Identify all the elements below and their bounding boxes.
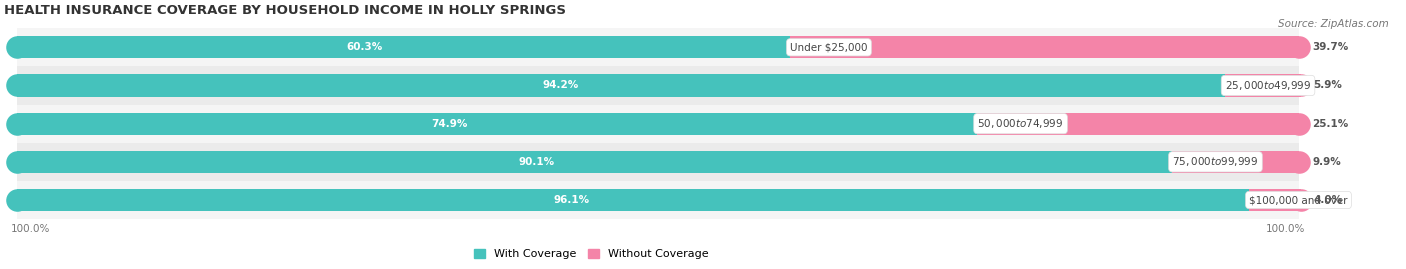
- Text: 100.0%: 100.0%: [11, 224, 51, 234]
- Text: $25,000 to $49,999: $25,000 to $49,999: [1225, 79, 1312, 92]
- Bar: [17, 189, 1250, 211]
- Bar: [17, 143, 1299, 181]
- Bar: [17, 75, 1225, 97]
- Bar: [1173, 151, 1299, 173]
- Text: $50,000 to $74,999: $50,000 to $74,999: [977, 117, 1064, 130]
- Bar: [790, 36, 1299, 58]
- Bar: [1250, 189, 1301, 211]
- Bar: [17, 36, 790, 58]
- Text: 94.2%: 94.2%: [543, 80, 579, 90]
- Text: Source: ZipAtlas.com: Source: ZipAtlas.com: [1278, 19, 1389, 29]
- Text: 90.1%: 90.1%: [519, 157, 555, 167]
- Bar: [17, 181, 1299, 219]
- Bar: [17, 105, 1299, 143]
- Text: $100,000 and over: $100,000 and over: [1250, 195, 1348, 205]
- Bar: [1225, 75, 1301, 97]
- Text: 5.9%: 5.9%: [1313, 80, 1343, 90]
- Bar: [17, 66, 1299, 105]
- Text: 96.1%: 96.1%: [554, 195, 589, 205]
- Text: 100.0%: 100.0%: [1267, 224, 1306, 234]
- Text: 60.3%: 60.3%: [347, 42, 382, 52]
- Bar: [977, 113, 1299, 135]
- Text: 4.0%: 4.0%: [1313, 195, 1343, 205]
- Bar: [17, 28, 1299, 66]
- Legend: With Coverage, Without Coverage: With Coverage, Without Coverage: [470, 245, 713, 264]
- Text: 74.9%: 74.9%: [432, 119, 467, 129]
- Bar: [17, 113, 977, 135]
- Text: 9.9%: 9.9%: [1312, 157, 1341, 167]
- Text: $75,000 to $99,999: $75,000 to $99,999: [1173, 155, 1258, 168]
- Text: HEALTH INSURANCE COVERAGE BY HOUSEHOLD INCOME IN HOLLY SPRINGS: HEALTH INSURANCE COVERAGE BY HOUSEHOLD I…: [4, 4, 567, 17]
- Bar: [17, 151, 1173, 173]
- Text: 39.7%: 39.7%: [1312, 42, 1348, 52]
- Text: 25.1%: 25.1%: [1312, 119, 1348, 129]
- Text: Under $25,000: Under $25,000: [790, 42, 868, 52]
